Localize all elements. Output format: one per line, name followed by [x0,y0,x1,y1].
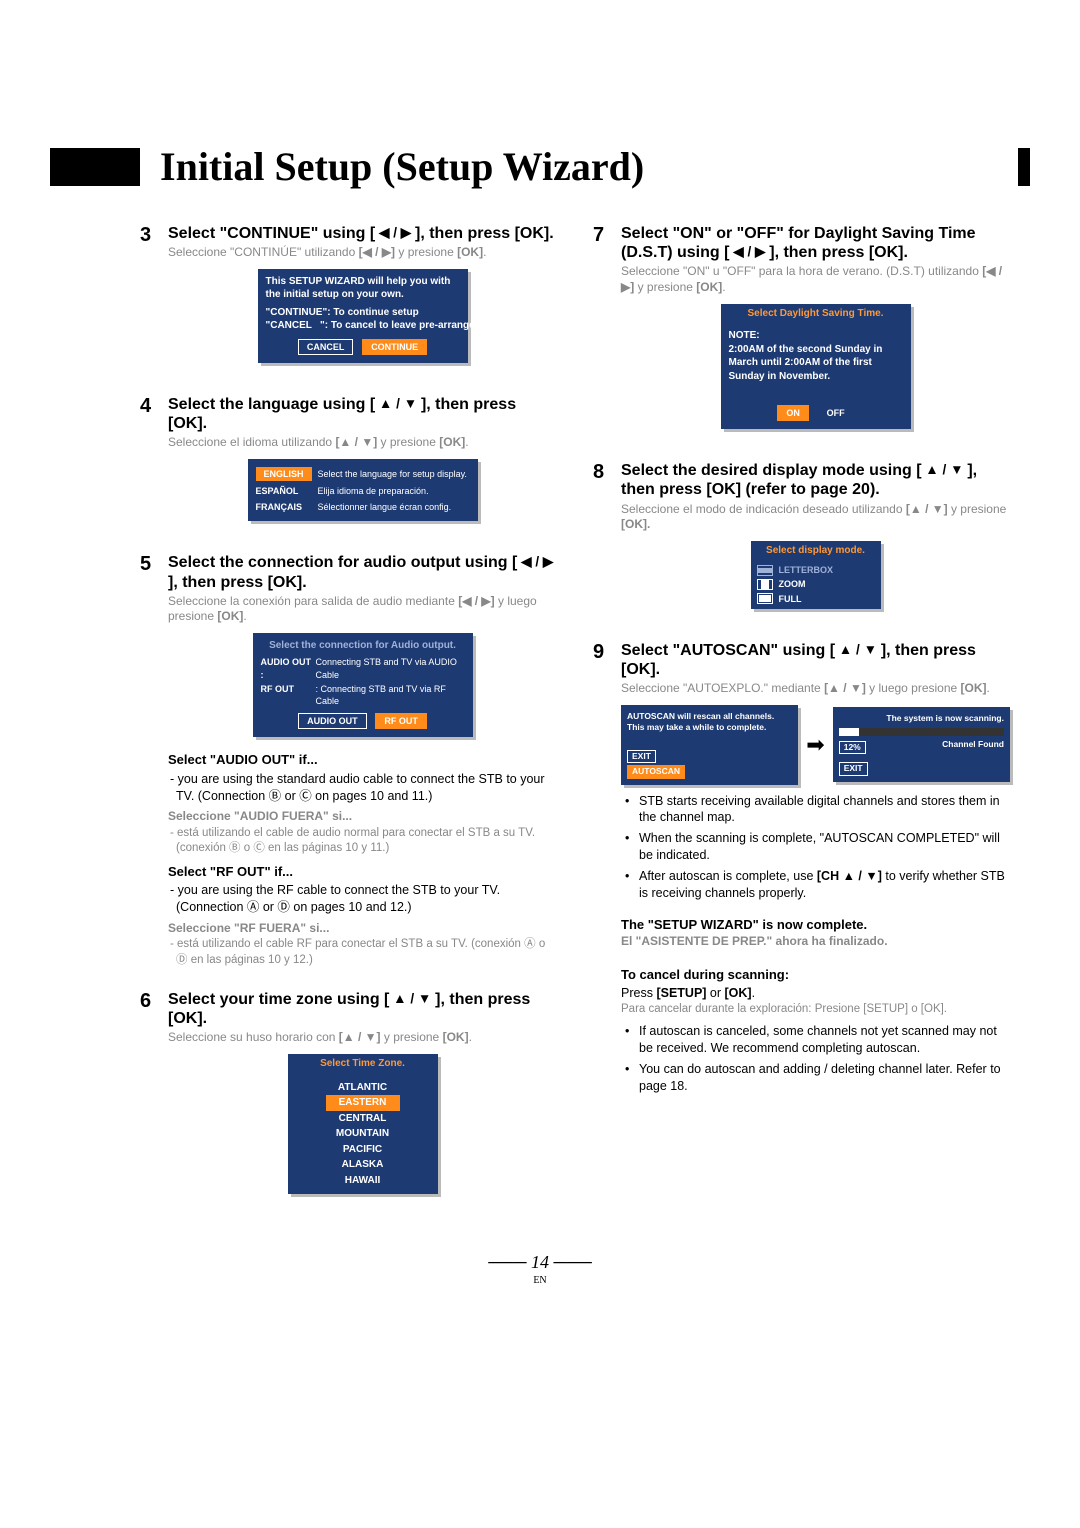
left-column: 3 Select "CONTINUE" using [ ◀ / ▶ ], the… [140,224,557,1226]
arrow-right-icon: ➡ [806,730,824,760]
tz-item[interactable]: CENTRAL [296,1111,430,1127]
osd-dst-on[interactable]: ON [777,405,809,421]
step-num: 3 [140,224,168,377]
step-es: Seleccione "CONTINÚE" utilizando [◀ / ▶]… [168,245,557,261]
cancel-bullets: If autoscan is canceled, some channels n… [621,1023,1010,1095]
autoscan-osd-pair: AUTOSCAN will rescan all channels. This … [621,705,1010,785]
tz-item[interactable]: EASTERN [326,1095,400,1111]
osd-exit-button[interactable]: EXIT [627,750,656,763]
osd-dst-off[interactable]: OFF [818,405,854,421]
title-bar-right [1018,148,1030,186]
osd-timezone: Select Time Zone. ATLANTICEASTERNCENTRAL… [288,1054,438,1194]
osd-language: ENGLISHSelect the language for setup dis… [248,459,478,521]
left-right-arrows: ◀ / ▶ [375,225,415,240]
osd-display-mode: Select display mode. LETTERBOX ZOOM FULL [751,541,881,609]
tz-item[interactable]: PACIFIC [296,1142,430,1158]
tz-list: ATLANTICEASTERNCENTRALMOUNTAINPACIFICALA… [288,1074,438,1195]
step-head: Select "CONTINUE" using [ ◀ / ▶ ], then … [168,224,557,243]
step-8: 8 Select the desired display mode using … [593,461,1010,622]
step-7: 7 Select "ON" or "OFF" for Daylight Savi… [593,224,1010,443]
right-column: 7 Select "ON" or "OFF" for Daylight Savi… [593,224,1010,1226]
step-5: 5 Select the connection for audio output… [140,553,557,972]
step9-bullets: STB starts receiving available digital c… [621,793,1010,902]
osd-scanning: The system is now scanning. 12% Channel … [833,707,1010,781]
title-block: Initial Setup (Setup Wizard) [50,140,1030,194]
tz-item[interactable]: ATLANTIC [296,1080,430,1096]
osd-cancel-button[interactable]: CANCEL [298,339,354,355]
osd-setup-wizard: This SETUP WIZARD will help you with the… [258,269,468,363]
page-title: Initial Setup (Setup Wizard) [160,140,1018,194]
osd-audio-output: Select the connection for Audio output. … [253,633,473,737]
step-4: 4 Select the language using [ ▲ / ▼ ], t… [140,395,557,535]
step-6: 6 Select your time zone using [ ▲ / ▼ ],… [140,990,557,1208]
title-bar-left [50,148,140,186]
osd-dst: Select Daylight Saving Time. NOTE: 2:00A… [721,304,911,430]
osd-autoscan-button[interactable]: AUTOSCAN [627,765,685,778]
tz-item[interactable]: ALASKA [296,1157,430,1173]
tz-item[interactable]: HAWAII [296,1173,430,1189]
tz-item[interactable]: MOUNTAIN [296,1126,430,1142]
full-icon [757,593,773,604]
osd-rf-out-button[interactable]: RF OUT [375,713,427,729]
up-down-arrows: ▲ / ▼ [375,396,421,411]
osd-continue-button[interactable]: CONTINUE [362,339,427,355]
page-number: ─── 14 ─── EN [70,1250,1010,1288]
step-3: 3 Select "CONTINUE" using [ ◀ / ▶ ], the… [140,224,557,377]
scan-progress-bar [839,728,1004,736]
osd-audio-out-button[interactable]: AUDIO OUT [298,713,367,729]
letterbox-icon [757,565,773,576]
step-9: 9 Select "AUTOSCAN" using [ ▲ / ▼ ], the… [593,641,1010,1101]
osd-autoscan-confirm: AUTOSCAN will rescan all channels. This … [621,705,798,785]
zoom-icon [757,579,773,590]
